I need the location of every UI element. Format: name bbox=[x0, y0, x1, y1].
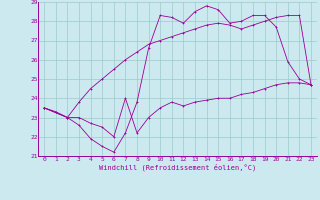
X-axis label: Windchill (Refroidissement éolien,°C): Windchill (Refroidissement éolien,°C) bbox=[99, 163, 256, 171]
